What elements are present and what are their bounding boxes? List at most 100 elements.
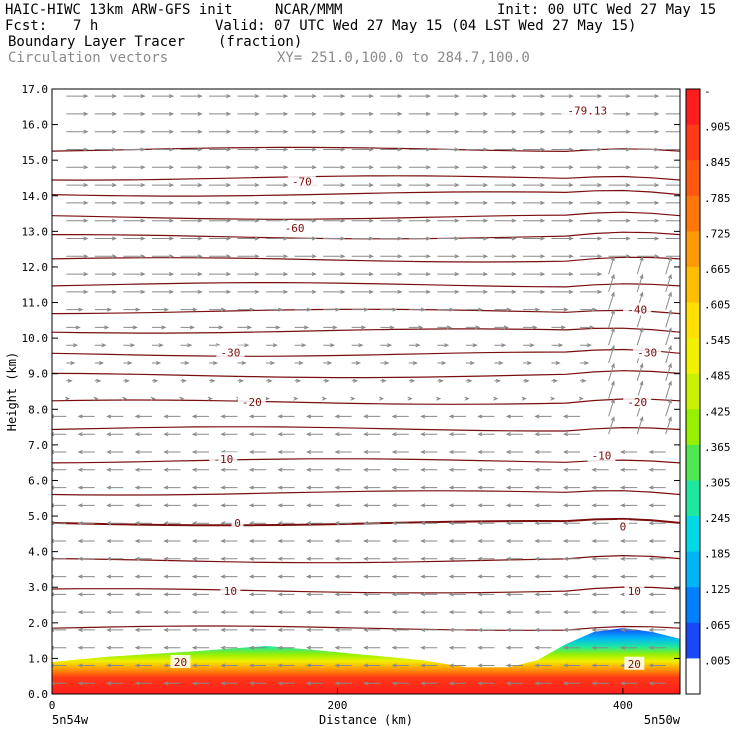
circulation-vector xyxy=(363,538,381,543)
circulation-vector xyxy=(248,485,267,490)
circulation-vector xyxy=(591,610,609,615)
circulation-vector xyxy=(665,344,672,364)
circulation-vector xyxy=(134,681,152,686)
circulation-vector xyxy=(477,503,495,508)
circulation-vector xyxy=(562,681,581,686)
circulation-vector xyxy=(408,343,421,348)
isotherm-label-bg xyxy=(616,519,629,533)
circulation-vector xyxy=(408,147,432,152)
y-tick-label: 4.0 xyxy=(28,546,48,559)
circulation-vector xyxy=(209,218,232,223)
circulation-vector xyxy=(305,538,324,543)
circulation-vector xyxy=(493,396,499,401)
circulation-vector xyxy=(437,307,455,312)
circulation-vector xyxy=(505,663,523,668)
colorbar-swatch xyxy=(686,658,700,695)
circulation-vector xyxy=(277,449,295,455)
circulation-vector xyxy=(494,111,517,116)
circulation-vector xyxy=(580,272,603,277)
circulation-vector xyxy=(521,396,527,401)
circulation-vector xyxy=(209,200,232,205)
circulation-vector xyxy=(523,325,538,330)
circulation-vector xyxy=(334,449,352,455)
circulation-vector xyxy=(52,645,67,650)
circulation-vector xyxy=(464,396,470,401)
circulation-vector xyxy=(551,165,574,170)
circulation-vector xyxy=(77,610,95,615)
circulation-vector xyxy=(408,307,427,312)
circulation-vector xyxy=(363,574,381,579)
circulation-vector xyxy=(277,681,295,686)
circulation-vector xyxy=(180,378,187,383)
circulation-vector xyxy=(551,272,574,277)
circulation-vector xyxy=(52,485,67,490)
circulation-vector xyxy=(248,645,267,650)
circulation-vector xyxy=(305,503,324,508)
circulation-vector xyxy=(94,129,118,134)
circulation-vector xyxy=(608,165,631,170)
circulation-vector xyxy=(648,521,666,526)
circulation-vector xyxy=(123,272,146,277)
circulation-vector xyxy=(123,325,138,330)
circulation-vector xyxy=(94,307,113,312)
circulation-vector xyxy=(323,183,346,188)
circulation-vector xyxy=(209,289,232,294)
circulation-vector xyxy=(151,111,175,116)
circulation-vector xyxy=(523,272,546,277)
circulation-vector xyxy=(391,556,409,561)
circulation-vector xyxy=(334,663,352,668)
circulation-vector xyxy=(665,416,672,435)
circulation-vector xyxy=(237,218,260,223)
circulation-vector xyxy=(619,681,638,686)
circulation-vector xyxy=(52,449,67,455)
isotherm-label: -70 xyxy=(292,176,312,189)
circulation-vector xyxy=(220,645,238,650)
circulation-vector xyxy=(534,449,552,455)
circulation-vector xyxy=(237,289,260,294)
circulation-vector xyxy=(580,94,603,99)
y-tick-label: 5.0 xyxy=(28,510,48,523)
circulation-vector xyxy=(66,254,89,259)
circulation-vector xyxy=(106,467,124,472)
circulation-vector xyxy=(294,129,317,134)
circulation-vector xyxy=(248,521,267,526)
circulation-vector xyxy=(551,129,574,134)
circulation-vector xyxy=(191,681,209,686)
circulation-vector xyxy=(163,610,181,615)
circulation-vector xyxy=(123,378,130,383)
circulation-vector xyxy=(608,344,615,364)
circulation-vector xyxy=(106,663,124,668)
isotherm-line xyxy=(52,490,680,496)
circulation-vector xyxy=(494,236,517,241)
circulation-vector xyxy=(494,218,517,223)
circulation-vector xyxy=(380,307,398,312)
circulation-vector xyxy=(608,94,631,99)
circulation-vector xyxy=(665,380,672,399)
circulation-vector xyxy=(277,503,295,508)
circulation-vector xyxy=(534,681,552,686)
circulation-vector xyxy=(408,111,432,116)
circulation-vector xyxy=(408,129,432,134)
circulation-vector xyxy=(494,307,512,312)
circulation-vector xyxy=(248,574,267,579)
circulation-vector xyxy=(494,343,507,348)
circulation-vector xyxy=(163,556,181,561)
circulation-vector xyxy=(391,592,409,597)
y-tick-label: 0.0 xyxy=(28,688,48,701)
circulation-vector xyxy=(305,610,324,615)
circulation-vector xyxy=(448,556,466,561)
circulation-vector xyxy=(305,556,324,561)
circulation-vector xyxy=(305,645,324,650)
circulation-vector xyxy=(505,556,523,561)
circulation-vector xyxy=(123,165,146,170)
colorbar-label: .125 xyxy=(704,583,731,596)
circulation-vector xyxy=(523,361,533,366)
circulation-vector xyxy=(191,485,209,490)
circulation-vector xyxy=(448,485,466,490)
circulation-vector xyxy=(505,521,523,526)
circulation-vector xyxy=(363,414,381,419)
circulation-vector xyxy=(505,503,523,508)
circulation-vector xyxy=(334,574,352,579)
circulation-vector xyxy=(379,396,385,401)
circulation-vector xyxy=(52,432,67,437)
